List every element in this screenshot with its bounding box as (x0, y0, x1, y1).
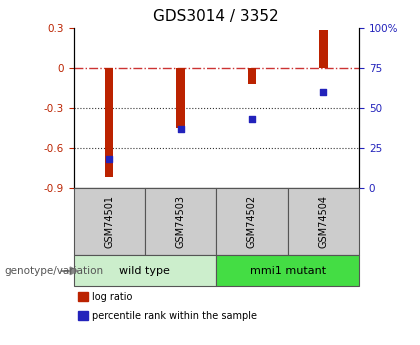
Title: GDS3014 / 3352: GDS3014 / 3352 (153, 9, 279, 24)
Text: genotype/variation: genotype/variation (4, 266, 103, 276)
Text: GSM74502: GSM74502 (247, 195, 257, 248)
Point (320, 89, 327, 95)
Point (177, 126, 184, 131)
Text: percentile rank within the sample: percentile rank within the sample (92, 311, 257, 321)
Bar (319, 30, 328, 68)
Text: log ratio: log ratio (92, 292, 132, 302)
Point (249, 116, 255, 122)
Text: GSM74503: GSM74503 (176, 195, 186, 248)
Bar (248, 68, 256, 84)
Text: GSM74501: GSM74501 (104, 195, 114, 248)
Bar (176, 68, 185, 128)
Text: mmi1 mutant: mmi1 mutant (249, 266, 326, 276)
Text: wild type: wild type (119, 266, 171, 276)
Text: GSM74504: GSM74504 (318, 195, 328, 248)
Bar (105, 68, 113, 177)
Point (106, 156, 113, 162)
